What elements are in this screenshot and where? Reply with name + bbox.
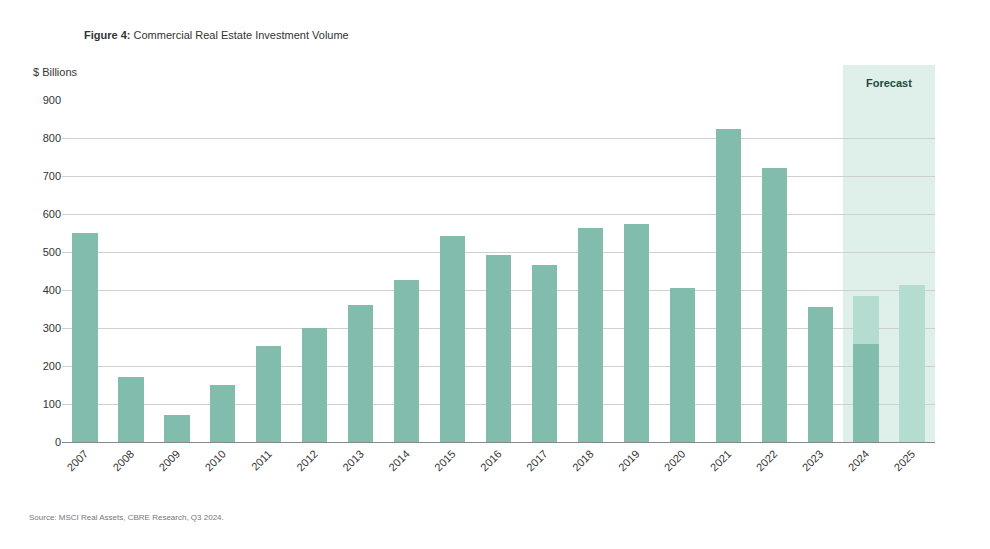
svg-text:Figure 4: Commercial Real Esta: Figure 4: Commercial Real Estate Investm… xyxy=(84,29,349,41)
svg-text:2018: 2018 xyxy=(570,448,596,474)
svg-text:2015: 2015 xyxy=(432,448,458,474)
svg-text:2012: 2012 xyxy=(294,448,320,474)
svg-text:Forecast: Forecast xyxy=(866,77,912,89)
svg-text:2014: 2014 xyxy=(386,448,412,474)
svg-text:2007: 2007 xyxy=(64,448,90,474)
svg-text:200: 200 xyxy=(43,360,61,372)
svg-text:2017: 2017 xyxy=(524,448,550,474)
svg-text:2023: 2023 xyxy=(800,448,826,474)
svg-text:2021: 2021 xyxy=(708,448,734,474)
svg-text:300: 300 xyxy=(43,322,61,334)
svg-text:2019: 2019 xyxy=(616,448,642,474)
svg-text:2024: 2024 xyxy=(846,448,872,474)
svg-text:0: 0 xyxy=(55,436,61,448)
svg-text:Source: MSCI Real Assets, CBRE: Source: MSCI Real Assets, CBRE Research,… xyxy=(29,513,224,522)
svg-text:500: 500 xyxy=(43,246,61,258)
svg-text:2016: 2016 xyxy=(478,448,504,474)
svg-text:2022: 2022 xyxy=(754,448,780,474)
svg-text:100: 100 xyxy=(43,398,61,410)
svg-text:2011: 2011 xyxy=(249,448,274,473)
svg-text:900: 900 xyxy=(43,94,61,106)
svg-text:$ Billions: $ Billions xyxy=(33,66,78,78)
svg-text:600: 600 xyxy=(43,208,61,220)
svg-text:2020: 2020 xyxy=(662,448,688,474)
svg-text:800: 800 xyxy=(43,132,61,144)
svg-text:700: 700 xyxy=(43,170,61,182)
svg-text:2008: 2008 xyxy=(110,448,136,474)
svg-text:2025: 2025 xyxy=(892,448,918,474)
svg-text:2010: 2010 xyxy=(202,448,228,474)
svg-text:2013: 2013 xyxy=(340,448,366,474)
svg-text:2009: 2009 xyxy=(156,448,182,474)
svg-text:400: 400 xyxy=(43,284,61,296)
